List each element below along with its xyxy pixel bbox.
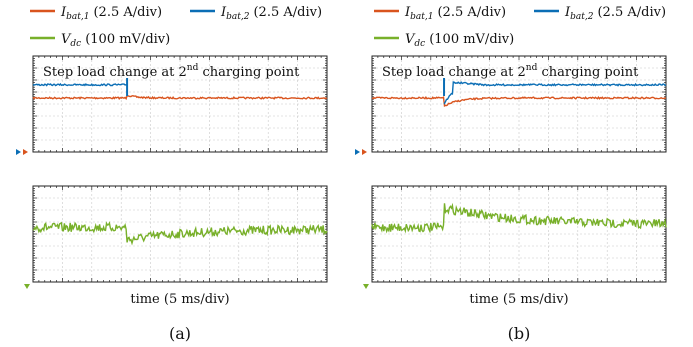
ref-marker-ibat1 <box>23 149 28 155</box>
upper-scope <box>371 55 667 153</box>
legend-label-vdc-b: Vdc (100 mV/div) <box>405 32 514 49</box>
x-axis-label: time (5 ms/div) <box>469 292 568 307</box>
series-ibat1-line <box>32 94 328 101</box>
series-vdc-line <box>32 221 328 246</box>
panel-label: (b) <box>508 324 531 343</box>
lower-scope <box>32 185 328 283</box>
ref-marker-vdc <box>363 284 369 289</box>
series-vdc-line <box>371 202 667 234</box>
legend-label-vdc: Vdc (100 mV/div) <box>61 32 170 49</box>
scope-frame <box>32 55 328 153</box>
upper-scope <box>32 55 328 153</box>
series-ibat2-line <box>32 82 128 87</box>
annotation-step-load: Step load change at 2nd charging point <box>43 63 300 80</box>
panel-b: Step load change at 2nd charging point ti… <box>355 55 667 343</box>
annotation-sup: nd <box>526 63 538 73</box>
annotation-rest: charging point <box>537 65 639 80</box>
panel-label: (a) <box>169 324 191 343</box>
lower-scope <box>371 185 667 283</box>
panel-a: Step load change at 2nd charging point ti… <box>16 55 328 343</box>
legend-label-ibat1-b: Ibat,1 (2.5 A/div) <box>404 5 506 22</box>
legend-label-ibat2: Ibat,2 (2.5 A/div) <box>220 5 322 22</box>
ref-marker-ibat1 <box>362 149 367 155</box>
annotation-text: Step load change at 2 <box>43 65 187 80</box>
series-ibat2-line <box>443 81 667 105</box>
ref-marker-ibat2 <box>16 149 21 155</box>
legend-label-ibat1: Ibat,1 (2.5 A/div) <box>60 5 162 22</box>
annotation-sup: nd <box>187 63 199 73</box>
ref-marker-vdc <box>24 284 30 289</box>
series-ibat1-line <box>371 95 667 107</box>
annotation-text: Step load change at 2 <box>382 65 526 80</box>
annotation-step-load: Step load change at 2nd charging point <box>382 63 639 80</box>
scope-frame <box>371 55 667 153</box>
legend: Ibat,1 (2.5 A/div) Ibat,2 (2.5 A/div) Vdc(… <box>30 5 666 49</box>
scope-frame <box>32 185 328 283</box>
scope-frame <box>371 185 667 283</box>
legend-label-ibat2-b: Ibat,2 (2.5 A/div) <box>564 5 666 22</box>
ref-marker-ibat2 <box>355 149 360 155</box>
x-axis-label: time (5 ms/div) <box>130 292 229 307</box>
annotation-rest: charging point <box>198 65 300 80</box>
